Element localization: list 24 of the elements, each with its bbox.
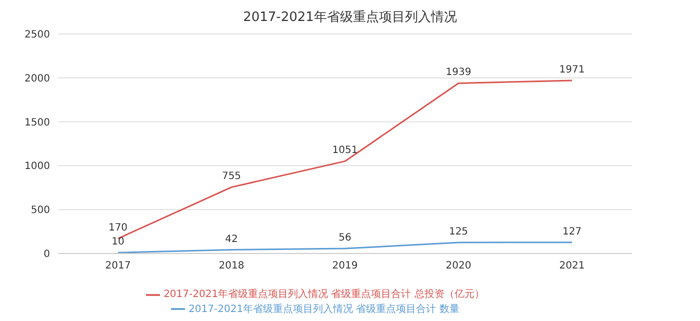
data-label: 1051: [332, 145, 358, 156]
data-label: 42: [225, 234, 238, 245]
x-tick-label: 2019: [332, 260, 358, 272]
data-label: 10: [112, 236, 124, 248]
chart-title: 2017-2021年省级重点项目列入情况: [242, 9, 458, 26]
data-label: 127: [562, 226, 582, 238]
y-tick-label: 2500: [24, 30, 50, 41]
x-tick-label: 2021: [559, 260, 585, 272]
data-label: 1939: [446, 67, 472, 78]
legend-label: 2017-2021年省级重点项目列入情况 省级重点项目合计 总投资（亿元）: [164, 289, 484, 300]
y-tick-label: 0: [44, 249, 50, 260]
x-tick-label: 2020: [446, 260, 472, 272]
x-tick-label: 2017: [105, 260, 131, 272]
data-label: 56: [338, 232, 352, 244]
y-tick-label: 1000: [24, 161, 50, 172]
y-tick-label: 2000: [24, 73, 50, 84]
data-label: 125: [448, 226, 468, 238]
x-tick-label: 2018: [218, 260, 244, 272]
data-label: 755: [222, 171, 242, 182]
y-tick-label: 1500: [24, 117, 50, 128]
y-tick-label: 500: [30, 205, 50, 216]
data-label: 170: [108, 222, 128, 234]
data-label: 1971: [559, 64, 585, 76]
legend-label: 2017-2021年省级重点项目列入情况 省级重点项目合计 数量: [188, 304, 460, 315]
